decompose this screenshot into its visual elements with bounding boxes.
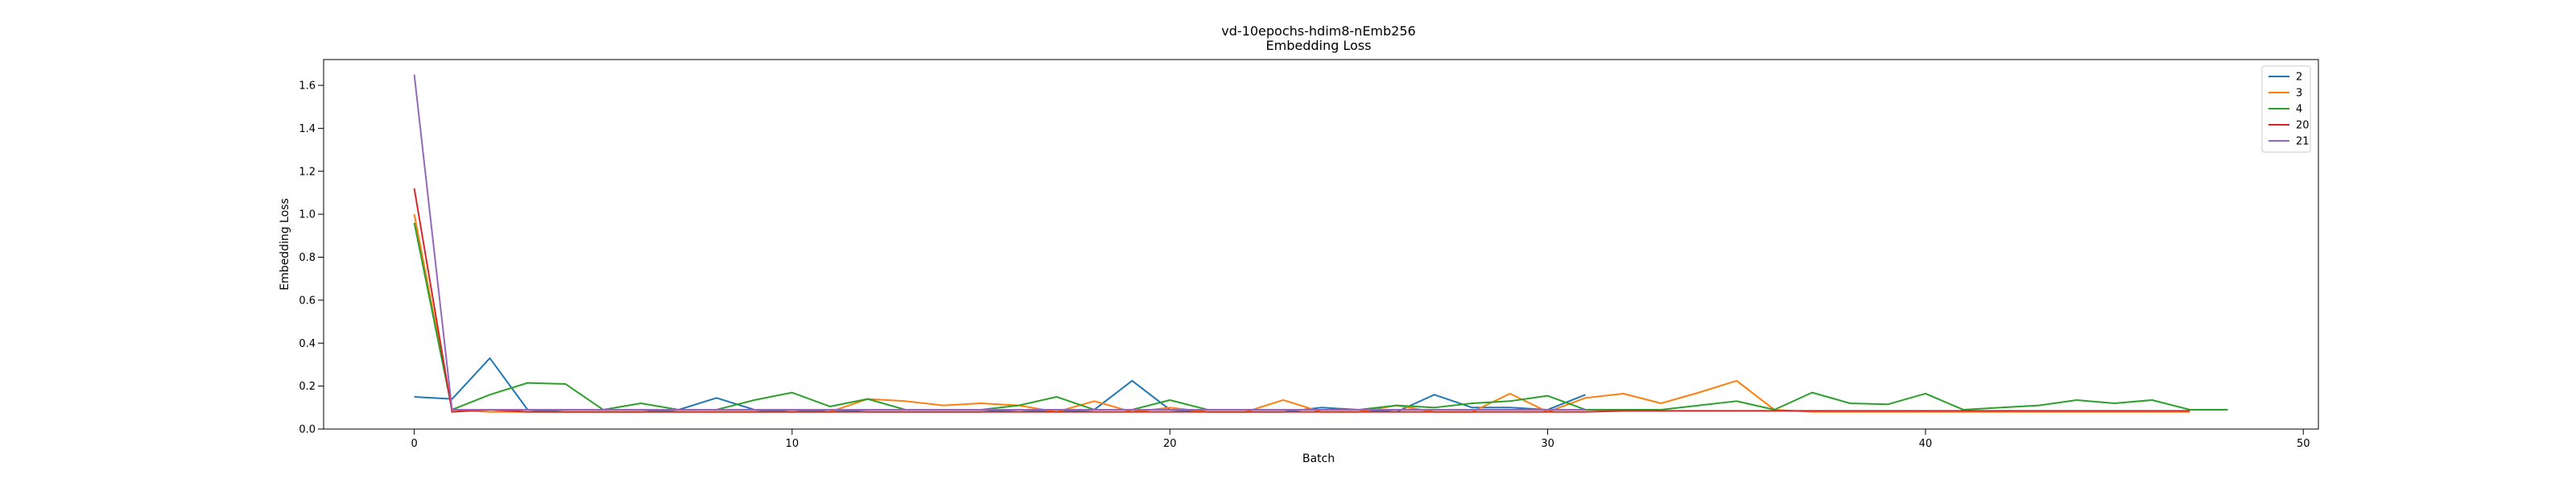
- x-tick-label: 40: [1919, 438, 1933, 450]
- legend-label-4: 4: [2296, 104, 2302, 116]
- chart-subtitle: Embedding Loss: [1266, 38, 1372, 53]
- y-tick-label: 0.4: [299, 338, 316, 350]
- y-tick-label: 1.6: [299, 80, 316, 93]
- series-line-4: [413, 222, 2228, 411]
- legend-label-3: 3: [2296, 88, 2302, 100]
- x-tick-label: 10: [786, 438, 799, 450]
- x-tick-label: 30: [1541, 438, 1554, 450]
- x-tick-label: 20: [1163, 438, 1177, 450]
- y-tick-label: 0.6: [299, 295, 316, 307]
- y-tick-label: 1.0: [299, 209, 316, 221]
- series-line-3: [413, 213, 2190, 413]
- y-tick-label: 1.4: [299, 123, 316, 135]
- y-tick-label: 0.0: [299, 424, 316, 436]
- x-tick-label: 50: [2297, 438, 2310, 450]
- series-line-20: [413, 188, 2190, 413]
- legend-label-2: 2: [2296, 72, 2302, 84]
- x-axis-ticks: 0 10 20 30 40 50: [411, 429, 2310, 450]
- legend-label-21: 21: [2296, 136, 2310, 148]
- plot-frame: [323, 59, 2319, 430]
- chart-title: vd-10epochs-hdim8-nEmb256: [1221, 23, 1415, 39]
- y-tick-label: 1.2: [299, 166, 316, 178]
- y-tick-label: 0.8: [299, 252, 316, 264]
- x-axis-label: Batch: [1302, 452, 1335, 465]
- y-axis-label: Embedding Loss: [279, 198, 291, 291]
- y-axis-ticks: 0.0 0.2 0.4 0.6 0.8 1.0 1.2 1.4 1.6: [299, 80, 324, 436]
- legend-label-20: 20: [2296, 120, 2310, 132]
- x-tick-label: 0: [411, 438, 417, 450]
- legend: 2 3 4 20 21: [2261, 65, 2311, 153]
- y-tick-label: 0.2: [299, 381, 316, 393]
- series-line-21: [413, 74, 1586, 411]
- series-lines: [413, 74, 2228, 413]
